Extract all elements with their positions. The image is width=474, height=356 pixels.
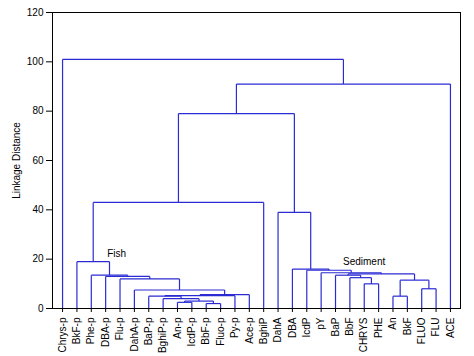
svg-text:BghiP: BghiP (258, 317, 269, 344)
svg-text:Flu-p: Flu-p (114, 317, 125, 340)
svg-text:CHRYS: CHRYS (358, 317, 369, 352)
svg-text:FLUO: FLUO (416, 317, 427, 344)
svg-text:An-p: An-p (172, 317, 183, 339)
svg-text:DBA: DBA (287, 317, 298, 338)
svg-text:FLU: FLU (430, 318, 441, 337)
svg-text:BbF: BbF (344, 318, 355, 336)
svg-text:IcdP-p: IcdP-p (186, 317, 197, 346)
svg-text:BkF-p: BkF-p (71, 317, 82, 344)
svg-text:ACE: ACE (445, 317, 456, 338)
svg-text:pY: pY (315, 317, 326, 330)
svg-text:BkF: BkF (402, 318, 413, 336)
svg-text:Chrys-p: Chrys-p (57, 317, 68, 352)
svg-text:BaP: BaP (330, 317, 341, 336)
svg-text:BbF-p: BbF-p (200, 317, 211, 345)
svg-text:DahA-p: DahA-p (129, 317, 140, 351)
svg-text:PHE: PHE (373, 317, 384, 338)
svg-text:40: 40 (32, 204, 44, 215)
svg-text:Phe-p: Phe-p (85, 317, 96, 344)
svg-text:Fluo-p: Fluo-p (215, 317, 226, 346)
svg-text:100: 100 (27, 56, 44, 67)
svg-text:DBA-p: DBA-p (100, 317, 111, 347)
svg-text:Linkage Distance: Linkage Distance (11, 122, 22, 199)
svg-text:BghiP-p: BghiP-p (157, 317, 168, 353)
svg-text:60: 60 (32, 155, 44, 166)
svg-text:Ace-p: Ace-p (244, 317, 255, 344)
svg-text:DahA: DahA (272, 317, 283, 342)
svg-text:80: 80 (32, 105, 44, 116)
svg-text:0: 0 (38, 303, 44, 314)
svg-text:Py-p: Py-p (229, 317, 240, 338)
svg-text:Sediment: Sediment (343, 256, 385, 267)
svg-text:An: An (387, 318, 398, 330)
svg-text:IcdP: IcdP (301, 317, 312, 337)
svg-text:20: 20 (32, 253, 44, 264)
svg-text:BaP-p: BaP-p (143, 317, 154, 345)
svg-text:120: 120 (27, 7, 44, 18)
svg-text:Fish: Fish (107, 248, 126, 259)
